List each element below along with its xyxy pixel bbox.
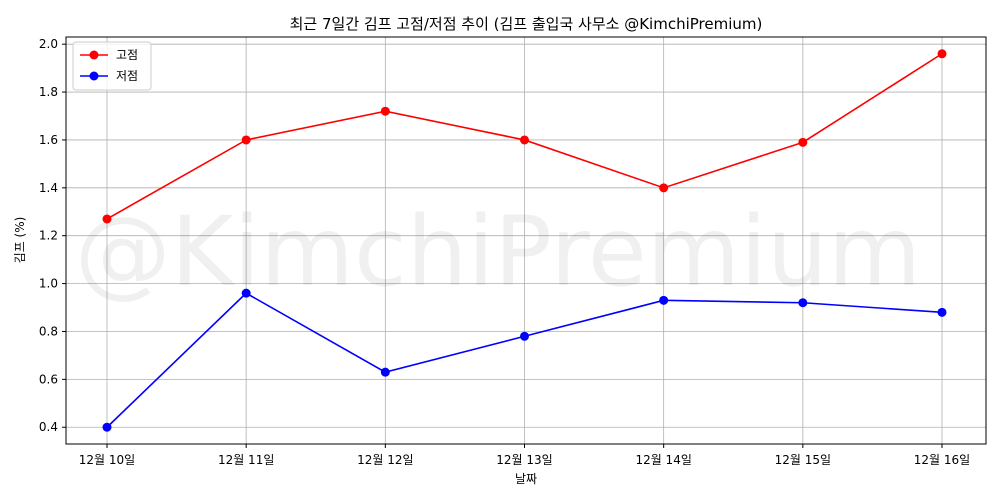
x-tick-label: 12월 16일 [914, 453, 970, 467]
data-point-high [659, 183, 669, 193]
y-tick-label: 1.4 [39, 181, 58, 195]
plot-frame [65, 36, 987, 445]
y-tick-label: 2.0 [39, 37, 58, 51]
x-tick-label: 12월 15일 [775, 453, 831, 467]
legend-label-high: 고점 [116, 48, 138, 62]
y-tick-label: 0.6 [39, 372, 58, 386]
data-point-high [241, 135, 251, 145]
watermark-text: @KimchiPremium [75, 196, 922, 308]
legend-box [72, 41, 152, 91]
data-point-low [937, 307, 947, 317]
data-point-high [798, 137, 808, 147]
x-tick-label: 12월 12일 [357, 453, 413, 467]
y-axis-label: 김프 (%) [13, 217, 27, 264]
axis-ticks: 12월 10일 12월 11일 12월 12일 12월 13일 12월 14일 12월 1… [39, 37, 970, 467]
legend-marker-high [89, 50, 99, 60]
y-tick-label: 1.2 [39, 229, 58, 243]
y-tick-label: 0.8 [39, 324, 58, 338]
data-point-low [798, 298, 808, 308]
x-axis-label: 날짜 [515, 472, 537, 486]
data-point-low [520, 331, 529, 341]
legend: 고점 저점 [72, 41, 152, 91]
data-point-low [659, 295, 669, 305]
chart-title: 최근 7일간 김프 고점/저점 추이 (김프 출입국 사무소 @KimchiPr… [290, 15, 763, 33]
data-point-low [380, 367, 390, 377]
data-point-low [102, 422, 112, 432]
x-tick-label: 12월 10일 [79, 453, 135, 467]
x-tick-label: 12월 14일 [635, 453, 691, 467]
x-tick-label: 12월 11일 [218, 453, 274, 467]
series-group [102, 49, 947, 432]
y-tick-label: 1.8 [39, 85, 58, 99]
y-tick-label: 0.4 [39, 420, 58, 434]
y-tick-label: 1.6 [39, 133, 58, 147]
legend-label-low: 저점 [116, 69, 138, 83]
data-point-high [520, 135, 529, 145]
data-point-low [241, 288, 251, 298]
y-tick-label: 1.0 [39, 277, 58, 291]
data-point-high [102, 214, 112, 224]
legend-marker-low [89, 71, 99, 81]
data-point-high [380, 106, 390, 116]
x-tick-label: 12월 13일 [496, 453, 552, 467]
data-point-high [937, 49, 947, 59]
